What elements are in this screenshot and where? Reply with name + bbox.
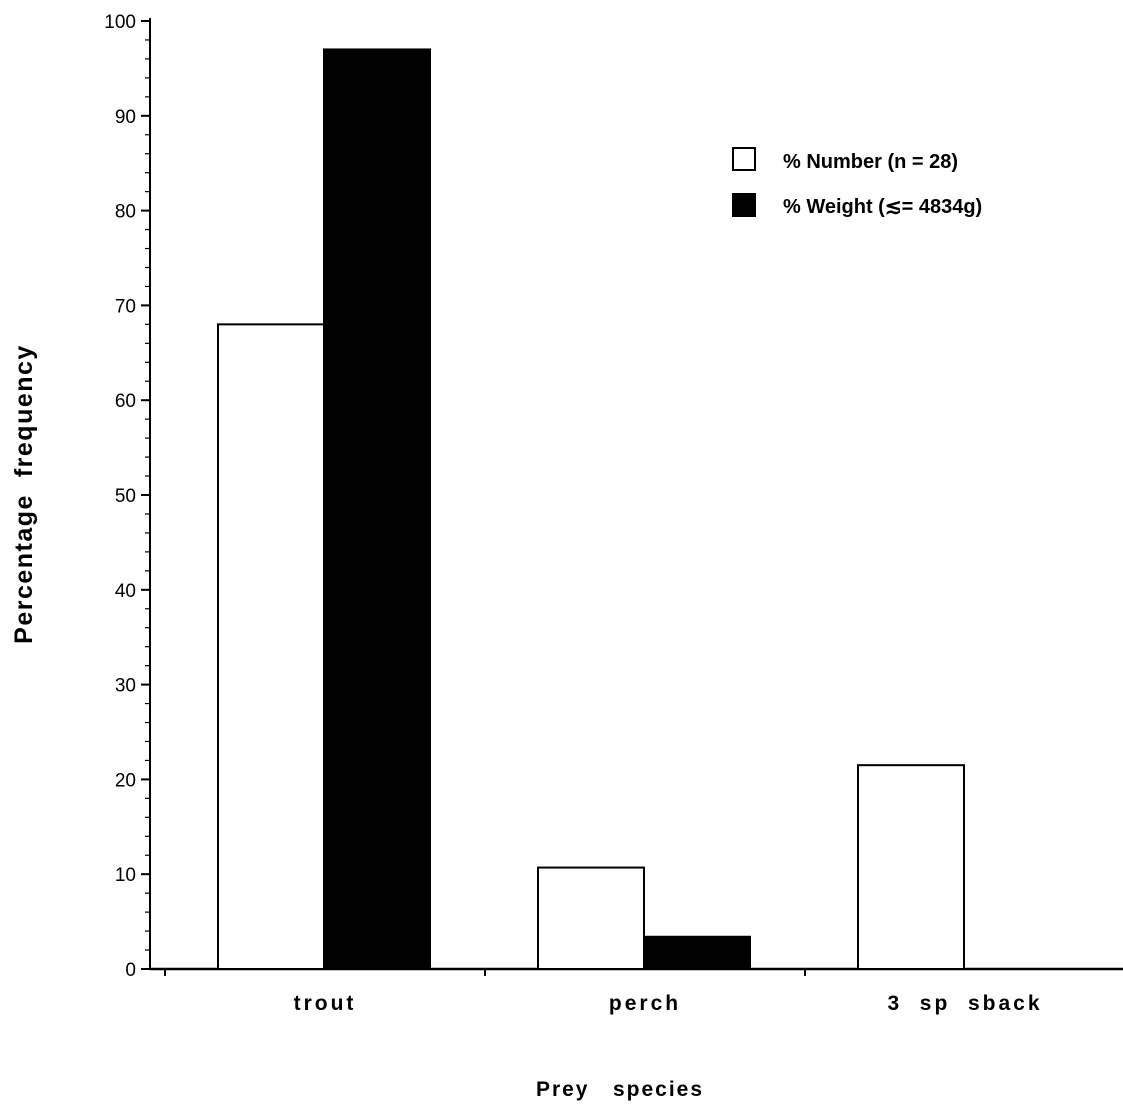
y-tick-label: 50	[115, 486, 136, 507]
y-tick-label: 100	[104, 12, 136, 33]
legend-swatch-weight	[732, 193, 756, 217]
y-tick-label: 30	[115, 676, 136, 697]
x-tick-label: trout	[294, 992, 357, 1015]
bars	[217, 48, 965, 971]
x-axis-ticks: trout perch 3 sp sback	[164, 969, 1042, 1015]
legend-label-number: % Number (n = 28)	[783, 151, 958, 173]
bar-number-1	[537, 866, 645, 971]
y-tick-label: 70	[115, 296, 136, 317]
bar-number-0	[217, 323, 325, 970]
x-tick-label: perch	[609, 992, 681, 1015]
y-tick-label: 10	[115, 865, 136, 886]
bar-weight-0	[323, 48, 431, 970]
y-tick-label: 20	[115, 770, 136, 791]
y-tick-label: 40	[115, 581, 136, 602]
legend: % Number (n = 28) % Weight (≲= 4834g)	[732, 147, 982, 218]
legend-swatch-number	[732, 147, 756, 171]
bar-number-2	[857, 764, 965, 970]
y-tick-label: 90	[115, 107, 136, 128]
bar-weight-1	[643, 935, 751, 971]
y-axis-title: Percentage frequency	[10, 344, 38, 644]
y-tick-label: 60	[115, 391, 136, 412]
y-tick-label: 80	[115, 202, 136, 223]
y-tick-label: 0	[125, 960, 136, 981]
x-axis-title: Prey species	[536, 1078, 704, 1101]
y-axis-ticks: 0 10 20 30 40 50 60 70 80 90 100	[104, 12, 150, 981]
legend-label-weight: % Weight (≲= 4834g)	[783, 196, 982, 218]
x-tick-label: 3 sp sback	[887, 992, 1042, 1015]
